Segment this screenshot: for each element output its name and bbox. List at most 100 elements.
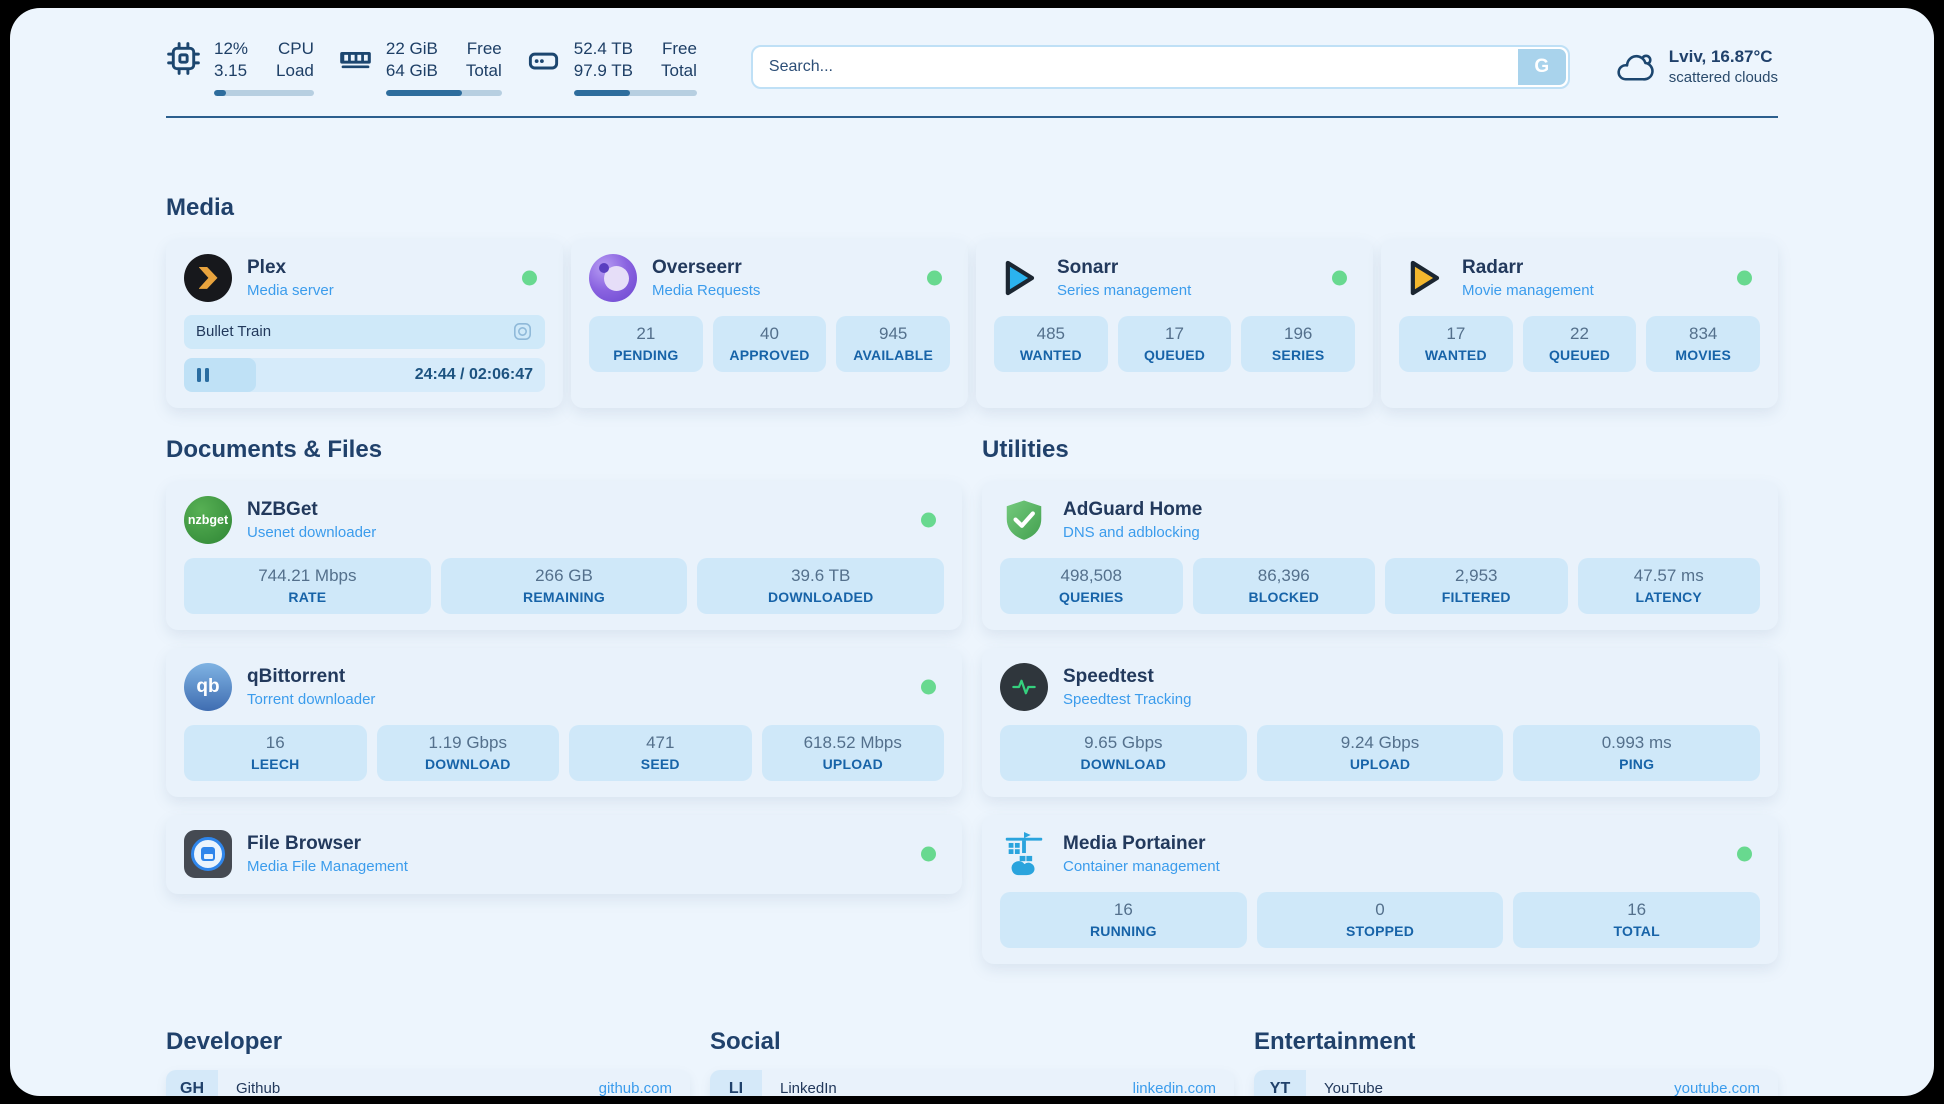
utilities-column: Utilities xyxy=(982,436,1778,964)
now-playing-icon xyxy=(514,323,531,341)
stat-queries: 498,508 QUERIES xyxy=(1000,557,1183,614)
memory-free: 22 GiB xyxy=(385,39,438,58)
bookmark-abbr: LI xyxy=(710,1069,762,1096)
app-tile-qbittorrent[interactable]: qb qBittorrent Torrent downloader xyxy=(184,662,944,711)
stat-stopped: 0 STOPPED xyxy=(1256,891,1504,948)
bookmark-youtube[interactable]: YT YouTube youtube.com xyxy=(1254,1069,1778,1096)
stat-movies: 834 MOVIES xyxy=(1646,315,1761,372)
app-description: Series management xyxy=(1057,281,1192,299)
section-title-entertainment: Entertainment xyxy=(1254,1027,1416,1055)
section-title-documents: Documents & Files xyxy=(166,435,383,463)
app-name: NZBGet xyxy=(247,498,318,520)
social-section: Social LI LinkedIn linkedin.com TW Twitt… xyxy=(710,1028,1234,1096)
app-name: Plex xyxy=(247,256,287,278)
stat-upload: 9.24 Gbps UPLOAD xyxy=(1256,724,1504,781)
weather-condition: scattered clouds xyxy=(1668,69,1778,87)
status-dot xyxy=(921,679,936,695)
search-engine-button[interactable]: G xyxy=(1517,48,1566,85)
stat-wanted: 17 WANTED xyxy=(1399,315,1513,372)
disk-widget: 52.4 TB 97.9 TB Free Total xyxy=(526,38,697,96)
now-playing-bar: Bullet Train xyxy=(184,314,545,349)
app-description: Torrent downloader xyxy=(247,690,376,708)
app-description: Movie management xyxy=(1462,281,1594,299)
cpu-label-1: CPU xyxy=(277,39,314,58)
disk-free: 52.4 TB xyxy=(573,39,633,58)
status-dot xyxy=(921,512,936,528)
weather-location-temp: Lviv, 16.87°C xyxy=(1668,47,1773,67)
plex-icon xyxy=(184,253,232,302)
disk-label-1: Free xyxy=(661,39,697,58)
ram-icon xyxy=(340,51,371,69)
stat-series: 196 SERIES xyxy=(1241,315,1356,372)
entertainment-section: Entertainment YT YouTube youtube.com NF … xyxy=(1254,1028,1778,1096)
app-name: Media Portainer xyxy=(1063,832,1206,854)
pause-icon xyxy=(197,367,209,382)
app-tile-filebrowser[interactable]: File Browser Media File Management xyxy=(184,829,944,878)
stat-latency: 47.57 ms LATENCY xyxy=(1577,557,1760,614)
app-tile-radarr[interactable]: Radarr Movie management xyxy=(1399,254,1760,302)
section-title-social: Social xyxy=(710,1027,781,1055)
bookmark-linkedin[interactable]: LI LinkedIn linkedin.com xyxy=(710,1069,1234,1096)
app-tile-adguard[interactable]: AdGuard Home DNS and adblocking xyxy=(1000,496,1760,544)
app-name: Radarr xyxy=(1462,256,1524,278)
qbittorrent-icon: qb xyxy=(184,662,232,711)
memory-widget: 22 GiB 64 GiB Free Total xyxy=(338,38,502,96)
sonarr-icon xyxy=(994,254,1042,302)
media-grid: Plex Media server Bullet Train xyxy=(166,238,1778,408)
app-description: Speedtest Tracking xyxy=(1063,690,1192,708)
portainer-icon xyxy=(1000,830,1048,878)
app-tile-sonarr[interactable]: Sonarr Series management xyxy=(994,254,1355,302)
disk-total: 97.9 TB xyxy=(573,61,633,81)
cpu-icon xyxy=(167,42,200,75)
bookmark-github[interactable]: GH Github github.com xyxy=(166,1069,690,1096)
app-name: AdGuard Home xyxy=(1063,498,1203,520)
disk-icon xyxy=(528,52,558,70)
overseerr-icon xyxy=(589,253,637,302)
app-description: Media File Management xyxy=(247,857,408,875)
app-name: File Browser xyxy=(247,832,362,854)
status-dot xyxy=(921,846,936,862)
cpu-label-2: Load xyxy=(276,61,314,81)
stat-download: 1.19 Gbps DOWNLOAD xyxy=(376,724,559,781)
bookmark-abbr: YT xyxy=(1254,1069,1306,1096)
stat-ping: 0.993 ms PING xyxy=(1513,724,1761,781)
cpu-load-avg: 3.15 xyxy=(214,61,248,81)
developer-section: Developer GH Github github.com SO StackO… xyxy=(166,1028,690,1096)
app-tile-portainer[interactable]: Media Portainer Container management xyxy=(1000,830,1760,878)
bookmark-url[interactable]: linkedin.com xyxy=(1132,1080,1216,1096)
overseerr-card: Overseerr Media Requests 21 PENDING 40 A… xyxy=(571,238,968,408)
stat-queued: 22 QUEUED xyxy=(1522,315,1637,372)
app-name: qBittorrent xyxy=(247,665,346,687)
app-tile-nzbget[interactable]: nzbget NZBGet Usenet downloader xyxy=(184,495,944,544)
app-tile-plex[interactable]: Plex Media server xyxy=(184,253,545,302)
status-dot xyxy=(522,270,537,286)
app-description: Usenet downloader xyxy=(247,523,377,541)
documents-column: Documents & Files nzbget NZBGet Usenet d… xyxy=(166,436,962,894)
search-input[interactable] xyxy=(750,44,1570,89)
stat-upload: 618.52 Mbps UPLOAD xyxy=(761,724,944,781)
status-dot xyxy=(927,270,942,286)
section-title-utilities: Utilities xyxy=(982,435,1069,463)
dashboard-panel: 12% 3.15 CPU Load xyxy=(10,8,1934,1096)
radarr-icon xyxy=(1399,254,1447,302)
memory-label-1: Free xyxy=(466,39,502,58)
app-tile-overseerr[interactable]: Overseerr Media Requests xyxy=(589,253,950,302)
stat-running: 16 RUNNING xyxy=(1000,891,1247,948)
stat-available: 945 AVAILABLE xyxy=(836,315,951,372)
stat-wanted: 485 WANTED xyxy=(994,315,1108,372)
app-tile-speedtest[interactable]: Speedtest Speedtest Tracking xyxy=(1000,662,1760,711)
disk-progress-bar xyxy=(573,89,697,96)
bookmark-url[interactable]: github.com xyxy=(598,1080,672,1096)
memory-label-2: Total xyxy=(465,61,502,81)
status-dot xyxy=(1737,846,1752,862)
top-bar: 12% 3.15 CPU Load xyxy=(166,8,1778,96)
stat-approved: 40 APPROVED xyxy=(712,315,827,372)
stat-pending: 21 PENDING xyxy=(589,315,703,372)
app-description: Media server xyxy=(247,281,334,299)
now-playing-title: Bullet Train xyxy=(196,323,272,341)
stat-leech: 16 LEECH xyxy=(184,724,367,781)
section-title-media: Media xyxy=(166,193,235,221)
stat-blocked: 86,396 BLOCKED xyxy=(1192,557,1375,614)
bookmark-abbr: GH xyxy=(166,1069,218,1096)
bookmark-url[interactable]: youtube.com xyxy=(1674,1080,1760,1096)
